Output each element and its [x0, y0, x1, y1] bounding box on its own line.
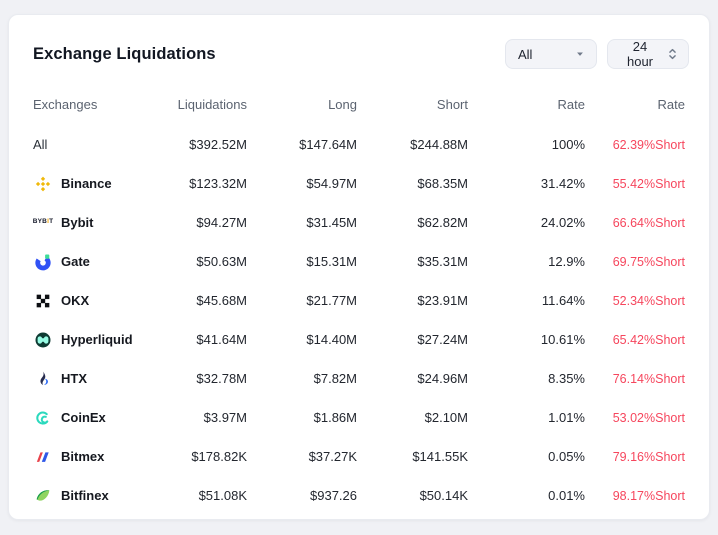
long-value: $937.26 [310, 488, 357, 503]
panel-title: Exchange Liquidations [33, 44, 216, 63]
col-header-rate: Rate [557, 96, 585, 112]
exchange-name: Binance [61, 176, 112, 191]
col-header-long: Long [328, 96, 357, 112]
long-value: $147.64M [299, 137, 357, 152]
short-rate-value: 62.39%Short [612, 137, 685, 152]
rate-value: 24.02% [540, 215, 585, 230]
table-header-row: Exchanges Liquidations Long Short Rate R… [25, 87, 693, 121]
short-value: $35.31M [417, 254, 468, 269]
exchange-filter-dropdown[interactable]: All [505, 39, 597, 69]
exchange-liquidations-panel: Exchange Liquidations All 24 hour [8, 14, 710, 520]
panel-header: Exchange Liquidations All 24 hour [25, 39, 693, 69]
rate-value: 100% [551, 137, 585, 152]
row-bybit: BYBIT Bybit $94.27M $31.45M $62.82M 24.0… [25, 203, 693, 242]
long-value: $14.40M [306, 332, 357, 347]
short-value: $24.96M [417, 371, 468, 386]
sort-arrows-icon [666, 47, 678, 61]
short-value: $244.88M [410, 137, 468, 152]
exchange-name: OKX [61, 293, 90, 308]
liquidations-value: $32.78M [196, 371, 247, 386]
row-coinex: CoinEx $3.97M $1.86M $2.10M 1.01% 53.02%… [25, 398, 693, 437]
htx-icon [33, 369, 53, 389]
col-header-liquidations: Liquidations [177, 96, 247, 112]
col-header-short: Short [436, 96, 468, 112]
liquidations-value: $178.82K [191, 449, 247, 464]
exchange-name: Hyperliquid [61, 332, 133, 347]
row-bitmex: Bitmex $178.82K $37.27K $141.55K 0.05% 7… [25, 437, 693, 476]
liquidations-value: $51.08K [198, 488, 247, 503]
short-rate-value: 98.17%Short [612, 488, 685, 503]
short-rate-value: 52.34%Short [612, 293, 685, 308]
row-binance: Binance $123.32M $54.97M $68.35M 31.42% … [25, 164, 693, 203]
liquidations-value: $3.97M [203, 410, 247, 425]
row-all: All $392.52M $147.64M $244.88M 100% 62.3… [25, 125, 693, 164]
short-rate-value: 76.14%Short [612, 371, 685, 386]
col-header-short-rate: Rate [657, 96, 685, 112]
gate-icon [33, 252, 53, 272]
liquidations-value: $41.64M [196, 332, 247, 347]
long-value: $31.45M [306, 215, 357, 230]
rate-value: 0.05% [548, 449, 585, 464]
long-value: $1.86M [313, 410, 357, 425]
bitfinex-icon [33, 486, 53, 506]
exchange-name: Bitfinex [61, 488, 109, 503]
row-gate: Gate $50.63M $15.31M $35.31M 12.9% 69.75… [25, 242, 693, 281]
short-value: $2.10M [424, 410, 468, 425]
rate-value: 1.01% [548, 410, 585, 425]
rate-value: 0.01% [548, 488, 585, 503]
short-value: $68.35M [417, 176, 468, 191]
short-rate-value: 53.02%Short [612, 410, 685, 425]
short-rate-value: 55.42%Short [612, 176, 685, 191]
long-value: $15.31M [306, 254, 357, 269]
rate-value: 11.64% [541, 293, 585, 308]
rate-value: 10.61% [540, 332, 585, 347]
short-value: $23.91M [417, 293, 468, 308]
liquidations-value: $94.27M [196, 215, 247, 230]
short-value: $141.55K [412, 449, 468, 464]
liquidations-value: $123.32M [189, 176, 247, 191]
short-value: $62.82M [417, 215, 468, 230]
long-value: $37.27K [308, 449, 357, 464]
col-header-exchanges: Exchanges [33, 96, 98, 112]
exchange-name: Bitmex [61, 449, 105, 464]
liquidations-value: $50.63M [196, 254, 247, 269]
liquidations-value: $392.52M [189, 137, 247, 152]
bybit-icon: BYBIT [32, 218, 54, 226]
table-body: All $392.52M $147.64M $244.88M 100% 62.3… [25, 125, 693, 515]
exchange-name: CoinEx [61, 410, 106, 425]
row-okx: OKX $45.68M $21.77M $23.91M 11.64% 52.34… [25, 281, 693, 320]
rate-value: 8.35% [548, 371, 585, 386]
rate-value: 12.9% [548, 254, 585, 269]
exchange-name: Gate [61, 254, 90, 269]
exchange-filter-value: All [518, 46, 533, 62]
time-period-value: 24 hour [626, 39, 654, 69]
short-value: $27.24M [417, 332, 468, 347]
rate-value: 31.42% [540, 176, 585, 191]
short-rate-value: 69.75%Short [612, 254, 685, 269]
long-value: $21.77M [306, 293, 357, 308]
row-htx: HTX $32.78M $7.82M $24.96M 8.35% 76.14%S… [25, 359, 693, 398]
exchange-name: HTX [61, 371, 87, 386]
exchange-name: Bybit [61, 215, 94, 230]
short-value: $50.14K [419, 488, 468, 503]
hyperliquid-icon [33, 330, 53, 350]
short-rate-value: 79.16%Short [612, 449, 685, 464]
panel-controls: All 24 hour [505, 39, 689, 69]
coinex-icon [33, 408, 53, 428]
okx-icon [33, 291, 53, 311]
row-hyperliquid: Hyperliquid $41.64M $14.40M $27.24M 10.6… [25, 320, 693, 359]
short-rate-value: 65.42%Short [612, 332, 685, 347]
exchange-name: All [33, 137, 48, 152]
binance-icon [33, 174, 53, 194]
long-value: $54.97M [306, 176, 357, 191]
short-rate-value: 66.64%Short [612, 215, 685, 230]
caret-down-icon [574, 48, 586, 60]
time-period-dropdown[interactable]: 24 hour [607, 39, 689, 69]
bitmex-icon [33, 447, 53, 467]
row-bitfinex: Bitfinex $51.08K $937.26 $50.14K 0.01% 9… [25, 476, 693, 515]
liquidations-value: $45.68M [196, 293, 247, 308]
long-value: $7.82M [313, 371, 357, 386]
